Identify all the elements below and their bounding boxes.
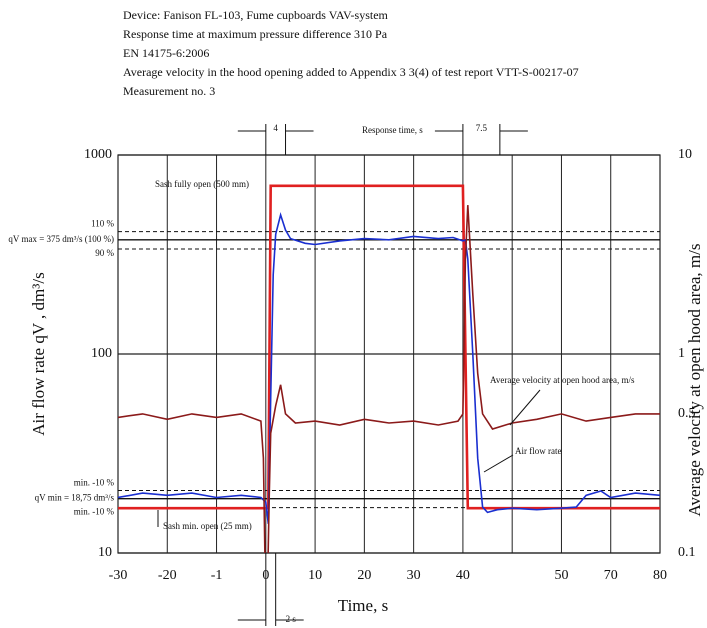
x-tick-label: 80: [653, 568, 667, 583]
span-label: 7.5: [476, 123, 488, 133]
header-line: EN 14175-6:2006: [123, 46, 209, 60]
reference-label: qV min = 18,75 dm³/s: [35, 493, 115, 503]
reference-label: 110 %: [91, 219, 114, 229]
x-tick-label: -30: [109, 568, 128, 583]
span-label: 2 s: [286, 614, 297, 624]
y-tick-label: 10: [98, 545, 112, 560]
series-line: [118, 205, 660, 553]
x-tick-label: -1: [211, 568, 223, 583]
header-line: Device: Fanison FL-103, Fume cupboards V…: [123, 8, 389, 22]
x-tick-label: -20: [158, 568, 177, 583]
series-annotation: Average velocity at open hood area, m/s: [490, 375, 635, 385]
annotation: Sash fully open (500 mm): [155, 179, 249, 189]
x-tick-label: 10: [308, 568, 322, 583]
series-annotation: Air flow rate: [515, 446, 561, 456]
y-axis-label: Air flow rate qV , dm³/s: [29, 272, 48, 435]
header-line: Response time at maximum pressure differ…: [123, 27, 388, 41]
span-label: 4: [273, 123, 278, 133]
x-axis-label: Time, s: [338, 596, 388, 615]
reference-label: min. -10 %: [74, 507, 115, 517]
series-line: [118, 184, 660, 510]
series-group: [118, 184, 660, 553]
y2-tick-label: 10: [678, 147, 692, 162]
series-line: [118, 212, 660, 524]
y2-axis-label: Average velocity at open hood area, m/s: [685, 244, 704, 517]
y2-tick-label: 0.5: [678, 406, 696, 421]
x-tick-label: 20: [357, 568, 371, 583]
arrow: [483, 454, 514, 473]
annotation: Sash min. open (25 mm): [163, 521, 252, 531]
y2-tick-label: 0.1: [678, 545, 696, 560]
x-tick-label: 70: [604, 568, 618, 583]
x-tick-label: 30: [407, 568, 421, 583]
header-line: Average velocity in the hood opening add…: [123, 65, 579, 79]
y-tick-label: 1000: [84, 147, 112, 162]
reference-label: qV max = 375 dm³/s (100 %): [8, 234, 114, 244]
reference-label: min. -10 %: [74, 478, 115, 488]
arrow: [509, 389, 541, 426]
x-tick-label: 50: [554, 568, 568, 583]
annotation: Response time, s: [362, 125, 423, 135]
reference-label: 90 %: [95, 248, 114, 258]
x-tick-label: 40: [456, 568, 470, 583]
y-tick-label: 100: [91, 346, 112, 361]
y2-tick-label: 1: [678, 346, 685, 361]
header-line: Measurement no. 3: [123, 84, 215, 98]
